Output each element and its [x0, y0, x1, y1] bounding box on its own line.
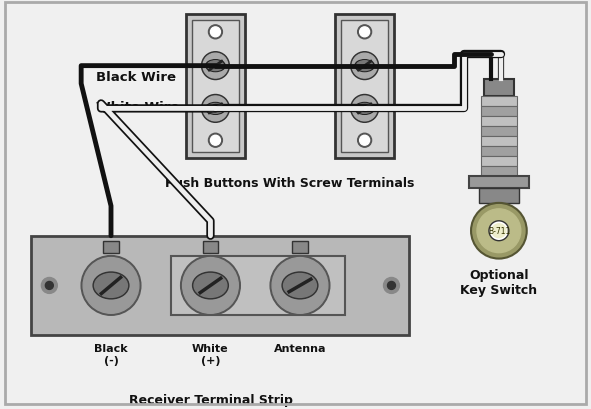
Text: White Wire: White Wire	[96, 101, 180, 114]
Circle shape	[210, 136, 220, 146]
Bar	[103, 241, 119, 253]
Circle shape	[202, 53, 229, 80]
Circle shape	[210, 28, 220, 38]
Circle shape	[384, 278, 400, 294]
Bar	[481, 107, 517, 117]
Circle shape	[209, 26, 222, 40]
Bar	[341, 21, 388, 153]
Circle shape	[209, 134, 222, 148]
Bar	[171, 256, 345, 315]
Bar	[191, 21, 239, 153]
Bar	[186, 15, 245, 159]
Ellipse shape	[284, 274, 316, 298]
Text: Black Wire: Black Wire	[96, 71, 176, 84]
Circle shape	[181, 256, 241, 315]
Bar	[481, 97, 517, 107]
Circle shape	[358, 26, 372, 40]
Ellipse shape	[355, 61, 374, 72]
Ellipse shape	[93, 272, 129, 299]
Circle shape	[183, 258, 238, 314]
Bar	[335, 15, 394, 159]
Circle shape	[471, 203, 527, 259]
Text: Push Buttons With Screw Terminals: Push Buttons With Screw Terminals	[165, 177, 415, 190]
Ellipse shape	[207, 104, 223, 114]
Circle shape	[350, 53, 379, 80]
Circle shape	[272, 258, 328, 314]
Circle shape	[477, 209, 521, 253]
Circle shape	[358, 134, 372, 148]
Bar	[481, 127, 517, 137]
Ellipse shape	[282, 272, 318, 299]
Bar	[481, 157, 517, 167]
Text: Optional
Key Switch: Optional Key Switch	[460, 268, 537, 296]
Circle shape	[41, 278, 57, 294]
Circle shape	[360, 28, 369, 38]
Circle shape	[492, 224, 506, 238]
Circle shape	[352, 54, 377, 79]
Text: Receiver Terminal Strip: Receiver Terminal Strip	[128, 393, 293, 406]
Bar	[203, 241, 219, 253]
Ellipse shape	[194, 274, 227, 298]
Bar	[479, 189, 519, 203]
Text: Black
(-): Black (-)	[94, 343, 128, 365]
Ellipse shape	[356, 104, 373, 114]
Ellipse shape	[207, 62, 223, 72]
Bar	[469, 177, 529, 189]
Circle shape	[270, 256, 330, 315]
Circle shape	[203, 54, 228, 79]
Circle shape	[489, 221, 509, 241]
Ellipse shape	[193, 272, 228, 299]
Ellipse shape	[206, 103, 225, 115]
Bar	[292, 241, 308, 253]
Ellipse shape	[355, 103, 374, 115]
Text: Antenna: Antenna	[274, 343, 326, 353]
Ellipse shape	[356, 62, 373, 72]
Circle shape	[350, 95, 379, 123]
Circle shape	[352, 97, 377, 121]
Text: White
(+): White (+)	[192, 343, 229, 365]
Bar	[481, 167, 517, 177]
Bar	[484, 79, 514, 97]
Circle shape	[83, 258, 139, 314]
Circle shape	[360, 136, 369, 146]
Bar	[31, 236, 410, 335]
Circle shape	[202, 95, 229, 123]
Circle shape	[203, 97, 228, 121]
Circle shape	[81, 256, 141, 315]
Bar	[481, 137, 517, 147]
Circle shape	[388, 282, 395, 290]
Ellipse shape	[95, 274, 128, 298]
Ellipse shape	[206, 61, 225, 72]
Circle shape	[46, 282, 53, 290]
Bar	[481, 147, 517, 157]
Text: B-711: B-711	[488, 227, 510, 236]
Bar	[481, 117, 517, 127]
